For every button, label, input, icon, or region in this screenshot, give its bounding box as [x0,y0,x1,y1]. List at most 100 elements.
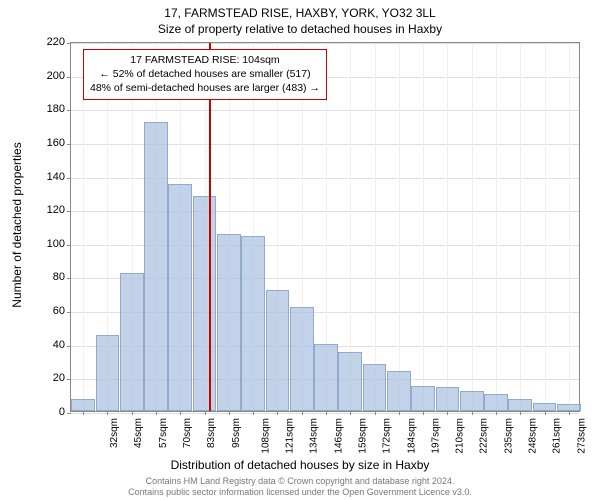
x-tick [277,411,278,415]
histogram-bar [266,290,290,411]
gridline-v [472,43,473,411]
annotation-box: 17 FARMSTEAD RISE: 104sqm← 52% of detach… [83,49,327,100]
gridline-v [375,43,376,411]
histogram-bar [436,387,460,411]
annotation-line: ← 52% of detached houses are smaller (51… [90,67,320,81]
x-tick [302,411,303,415]
y-tick-label: 100 [35,238,65,250]
y-tick [67,144,71,145]
x-tick-label: 273sqm [576,418,587,454]
gridline-h [71,413,579,414]
histogram-bar [557,404,581,411]
histogram-bar [168,184,192,411]
x-tick [496,411,497,415]
x-tick [180,411,181,415]
histogram-bar [217,234,241,411]
y-tick [67,245,71,246]
footer: Contains HM Land Registry data © Crown c… [0,476,600,498]
x-tick-label: 146sqm [333,418,344,454]
x-tick-label: 159sqm [358,418,369,454]
y-tick [67,110,71,111]
gridline-v [569,43,570,411]
x-tick-label: 184sqm [406,418,417,454]
histogram-bar [290,307,314,411]
x-tick [472,411,473,415]
x-tick [326,411,327,415]
x-tick-label: 248sqm [528,418,539,454]
annotation-line: 48% of semi-detached houses are larger (… [90,81,320,95]
x-tick [545,411,546,415]
y-tick [67,77,71,78]
x-tick-label: 235sqm [503,418,514,454]
histogram-bar [96,335,120,411]
y-tick-label: 160 [35,137,65,149]
x-tick-label: 121sqm [285,418,296,454]
y-tick-label: 0 [35,406,65,418]
y-tick [67,346,71,347]
y-tick [67,379,71,380]
histogram-bar [120,273,144,411]
annotation-line: 17 FARMSTEAD RISE: 104sqm [90,53,320,67]
chart-title-main: 17, FARMSTEAD RISE, HAXBY, YORK, YO32 3L… [0,6,600,20]
x-tick-label: 134sqm [309,418,320,454]
histogram-bar [241,236,265,411]
x-tick [132,411,133,415]
x-tick-label: 83sqm [206,418,217,448]
x-tick-label: 222sqm [479,418,490,454]
x-tick [423,411,424,415]
y-tick [67,278,71,279]
footer-line-1: Contains HM Land Registry data © Crown c… [0,476,600,487]
y-tick-label: 40 [35,339,65,351]
x-tick [229,411,230,415]
x-tick [205,411,206,415]
x-tick [156,411,157,415]
y-tick-label: 220 [35,36,65,48]
histogram-bar [460,391,484,411]
y-tick-label: 20 [35,372,65,384]
histogram-bar [193,196,217,411]
histogram-bar [71,399,95,411]
y-tick [67,178,71,179]
x-tick [375,411,376,415]
x-tick-label: 197sqm [430,418,441,454]
gridline-v [447,43,448,411]
x-tick [253,411,254,415]
plot-area: 17 FARMSTEAD RISE: 104sqm← 52% of detach… [70,42,580,412]
x-tick [350,411,351,415]
histogram-bar [387,371,411,411]
x-tick-label: 32sqm [109,418,120,448]
gridline-v [399,43,400,411]
x-tick [399,411,400,415]
x-tick-label: 70sqm [182,418,193,448]
histogram-bar [411,386,435,411]
y-tick-label: 60 [35,305,65,317]
histogram-bar [144,122,168,411]
y-tick [67,43,71,44]
x-tick [447,411,448,415]
x-tick-label: 108sqm [260,418,271,454]
gridline-h [71,43,579,44]
y-tick [67,211,71,212]
footer-line-2: Contains public sector information licen… [0,487,600,498]
x-tick [569,411,570,415]
histogram-bar [338,352,362,411]
y-tick [67,312,71,313]
histogram-bar [484,394,508,411]
x-tick-label: 45sqm [133,418,144,448]
y-tick [67,413,71,414]
x-tick [107,411,108,415]
x-tick-label: 172sqm [382,418,393,454]
histogram-bar [363,364,387,411]
gridline-v [545,43,546,411]
gridline-v [520,43,521,411]
y-tick-label: 200 [35,70,65,82]
x-tick-label: 95sqm [231,418,242,448]
gridline-v [496,43,497,411]
x-tick-label: 57sqm [158,418,169,448]
gridline-h [71,110,579,111]
y-tick-label: 140 [35,171,65,183]
histogram-bar [533,403,557,411]
x-tick-label: 261sqm [552,418,563,454]
histogram-bar [508,399,532,411]
x-tick [520,411,521,415]
